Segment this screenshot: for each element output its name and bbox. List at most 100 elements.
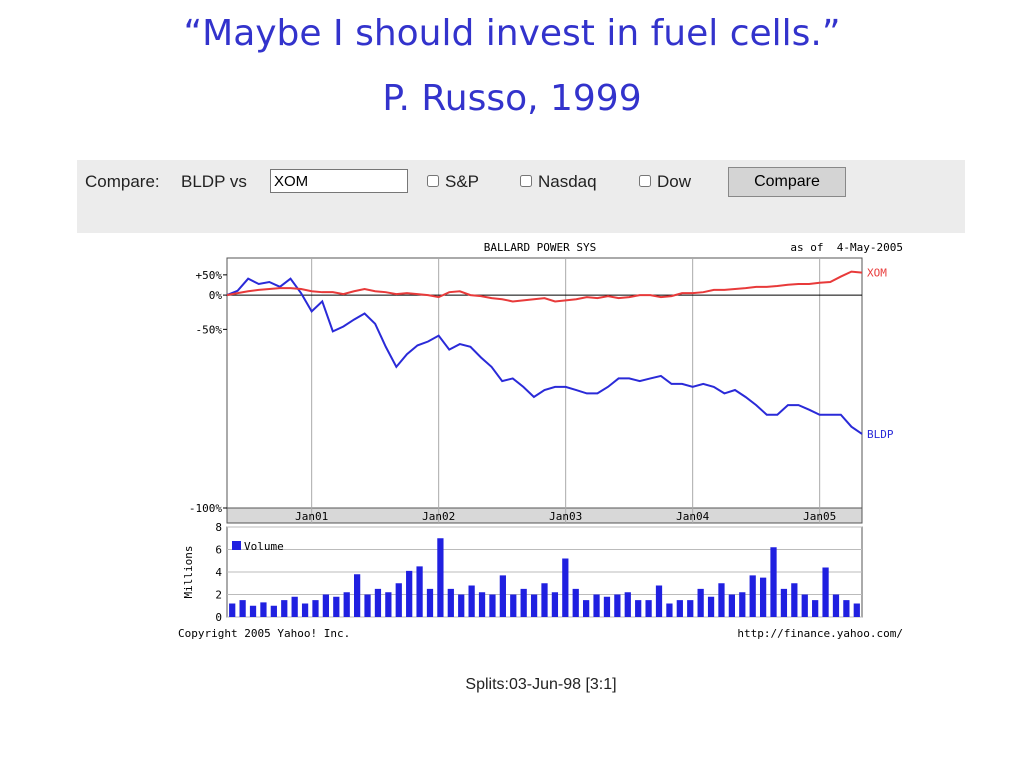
volume-bar [499, 575, 506, 617]
volume-bar [312, 600, 319, 617]
volume-bar [281, 600, 288, 617]
legend-label: Volume [244, 540, 284, 553]
y-tick-label: +50% [196, 269, 223, 282]
volume-bar [801, 594, 808, 617]
volume-bar [478, 592, 486, 617]
source-url: http://finance.yahoo.com/ [737, 627, 903, 640]
volume-bar [697, 588, 704, 617]
volume-bar [583, 600, 590, 617]
symbol: BLDP vs [181, 172, 247, 191]
volume-bar [510, 594, 517, 617]
plot-area [226, 257, 863, 509]
checkbox-box[interactable] [520, 175, 532, 187]
volume-bar [603, 596, 611, 617]
volume-bar [270, 605, 277, 617]
volume-bar [562, 558, 569, 617]
volume-bar [447, 588, 454, 617]
legend-swatch [232, 541, 241, 550]
volume-bar [374, 588, 382, 617]
checkbox-label: Nasdaq [538, 172, 597, 191]
volume-bar [301, 603, 309, 617]
volume-bar [645, 600, 652, 617]
volume-bar [530, 594, 538, 617]
volume-bar [249, 605, 257, 617]
y-tick-label: -100% [189, 502, 222, 515]
line-series [226, 270, 863, 303]
volume-bar [520, 588, 527, 617]
volume-bar [322, 594, 330, 617]
x-tick-label: Jan05 [803, 510, 836, 523]
y-tick-label: 6 [215, 544, 222, 557]
slide-title: “Maybe I should invest in fuel cells.” [183, 13, 840, 54]
volume-bar [832, 594, 840, 617]
checkbox-label: S&P [445, 172, 480, 191]
y-tick-label: 4 [215, 566, 222, 579]
volume-bar [364, 594, 371, 617]
compare-button[interactable]: Compare [728, 167, 846, 197]
checkbox-box[interactable] [639, 175, 651, 187]
volume-bar [260, 602, 267, 617]
compare-label: Compare: [85, 172, 160, 191]
volume-bar [843, 600, 850, 617]
x-tick-label: Jan04 [676, 510, 709, 523]
x-tick-label: Jan02 [422, 510, 455, 523]
series-label: XOM [867, 267, 887, 280]
volume-bar [739, 592, 746, 617]
volume-bar [239, 600, 246, 617]
volume-bar [666, 603, 673, 617]
compare-toolbar: Compare: BLDP vs S&P Nasdaq Dow Compare [77, 160, 965, 233]
y-tick-label: 0 [215, 611, 222, 624]
volume-bar [614, 594, 621, 617]
volume-bar [791, 583, 798, 617]
volume-bar [687, 600, 694, 617]
checkbox[interactable]: Nasdaq [520, 172, 597, 192]
y-tick-label: 0% [209, 289, 223, 302]
volume-bar [749, 575, 756, 617]
volume-bar [426, 588, 434, 617]
volume-bar [770, 547, 777, 617]
volume-bar [624, 592, 631, 617]
splits: Splits:03-Jun-98 [3:1] [465, 676, 616, 693]
line-series [226, 277, 863, 435]
volume-bar [333, 596, 340, 617]
volume-bar [489, 594, 496, 617]
x-tick-label: Jan03 [549, 510, 582, 523]
volume-bar [551, 592, 559, 617]
volume-bar [406, 570, 413, 617]
y-tick-label: 2 [215, 589, 222, 602]
volume-bar [541, 583, 548, 617]
checkbox[interactable]: Dow [639, 172, 691, 192]
y-tick-label: 8 [215, 521, 222, 534]
volume-bar [468, 585, 475, 617]
checkbox-box[interactable] [427, 175, 439, 187]
volume-bar [395, 583, 402, 617]
volume-bar [635, 600, 642, 617]
volume-bar [593, 594, 600, 617]
volume-bar [822, 567, 829, 617]
chart-title: BALLARD POWER SYS [484, 241, 597, 254]
date-band [226, 507, 863, 524]
volume-bar [728, 594, 735, 617]
volume-bar [676, 600, 683, 617]
volume-bar [759, 577, 767, 617]
y-axis-label: Millions [182, 546, 195, 599]
volume-bar [437, 538, 444, 617]
checkbox[interactable]: S&P [427, 172, 479, 192]
compare-input[interactable] [270, 169, 408, 193]
volume-bar [458, 594, 465, 617]
volume-bar [812, 600, 819, 617]
x-tick-label: Jan01 [295, 510, 328, 523]
volume-bar [343, 592, 350, 617]
volume-bar [291, 596, 298, 617]
volume-bar [707, 596, 715, 617]
slide-subtitle: P. Russo, 1999 [382, 78, 641, 119]
series-label: BLDP [867, 428, 894, 441]
volume-bar [718, 583, 725, 617]
volume-bar [853, 603, 860, 617]
y-tick-label: -50% [196, 323, 223, 336]
volume-bar [655, 585, 663, 617]
copyright: Copyright 2005 Yahoo! Inc. [178, 627, 350, 640]
volume-bar [229, 603, 236, 617]
